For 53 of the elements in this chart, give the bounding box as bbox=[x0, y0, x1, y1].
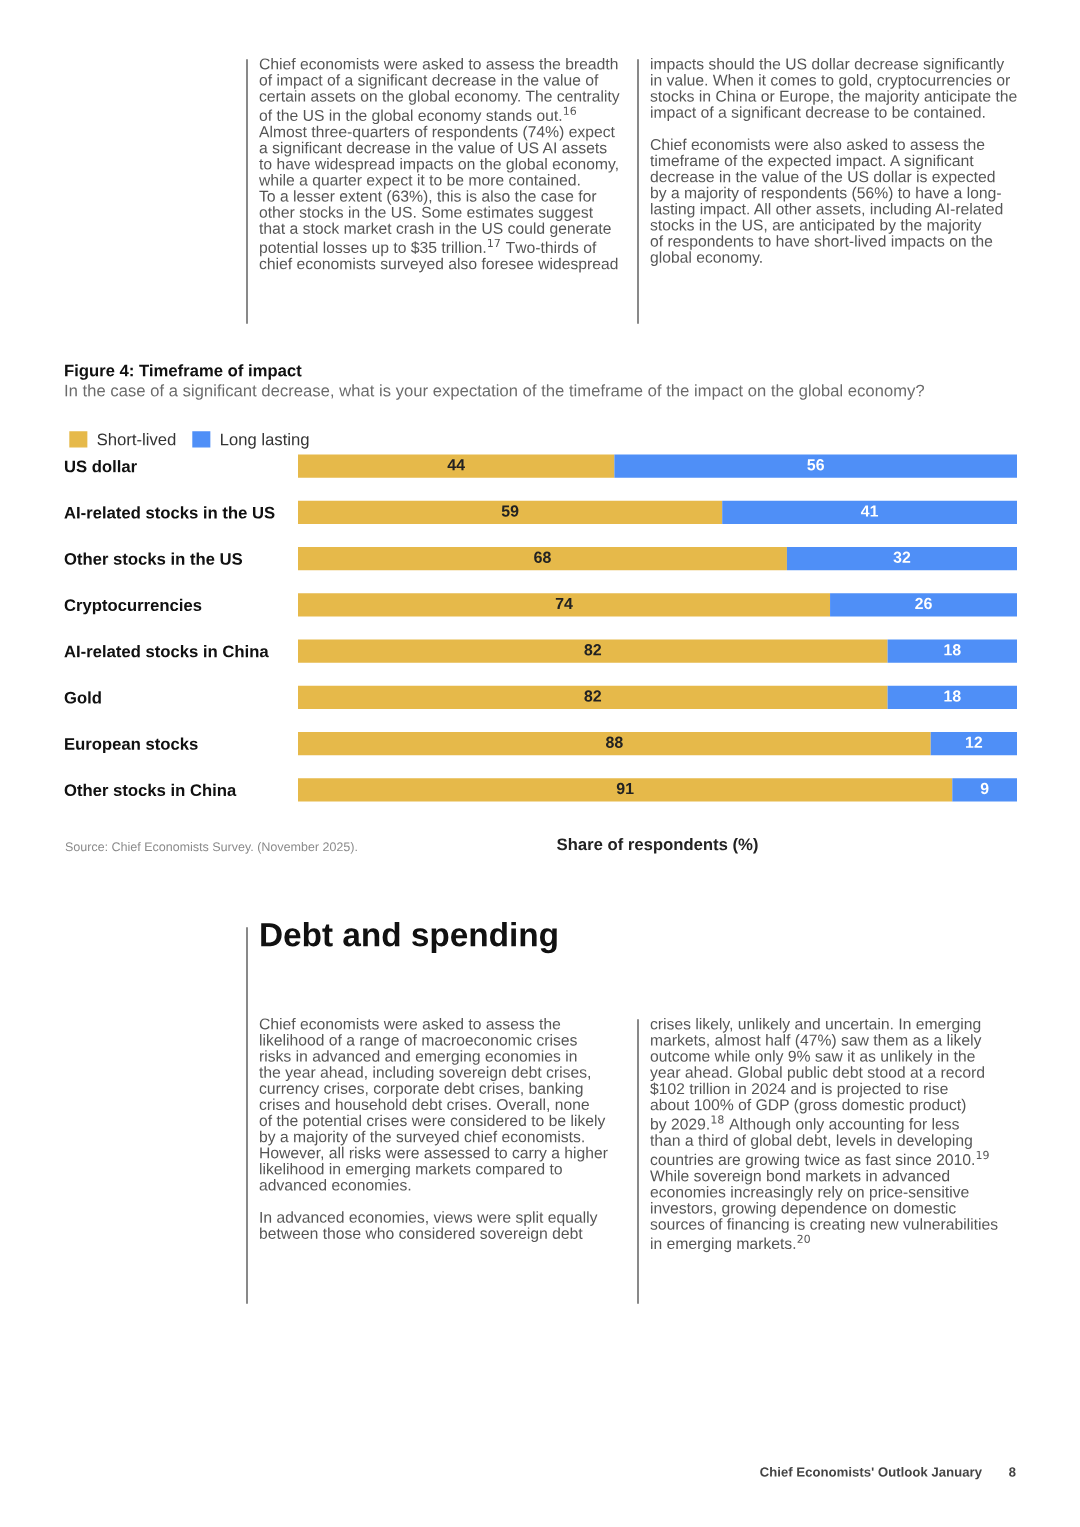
text: crises likely, unlikely and uncertain. In emerging markets, almost half (47%) saw them as a likely outcome while only 9% saw it as unlikely in the year ahead. Global public debt stood at a record $102 trillion in 2024 and is projected to rise about 100% of GDP (gross domestic product) by 2029.$^{18}$ Although only accounting for less than a third of global debt, levels in developing countries are growing twice as fast since 2010.$^{19}$ While sovereign bond markets in advanced economies increasingly rely on price-sensitive investors, growing dependence on domestic sources of financing is creating new vulnerabilities in emerging markets.$^{20}$ bbox=[650, 1018, 998, 1253]
chart-subtitle: In the case of a significant decrease, what is your expectation of the timeframe of the impact on the global economy? bbox=[65, 384, 925, 400]
bar bbox=[298, 454, 615, 478]
data-label: 26 bbox=[915, 597, 932, 610]
bar bbox=[298, 593, 831, 617]
x-axis-title: Share of respondents (%) bbox=[557, 838, 758, 854]
bar bbox=[786, 547, 1017, 571]
bar bbox=[887, 639, 1017, 663]
bar bbox=[298, 778, 953, 802]
bar bbox=[830, 593, 1017, 617]
text: 8 bbox=[1009, 1467, 1016, 1477]
data-label: 12 bbox=[965, 736, 983, 748]
y-tick-label: AI-related stocks in the US bbox=[64, 506, 275, 519]
data-label: 91 bbox=[616, 782, 634, 795]
bar bbox=[298, 639, 888, 663]
data-label: 18 bbox=[944, 690, 961, 702]
data-label: 88 bbox=[605, 736, 623, 748]
data-label: 18 bbox=[944, 644, 961, 656]
data-label: 82 bbox=[584, 690, 602, 702]
y-tick-label: Other stocks in the US bbox=[64, 552, 243, 565]
y-tick-label: Other stocks in China bbox=[64, 783, 237, 797]
bar bbox=[614, 454, 1017, 478]
source-note: Source: Chief Economists Survey. (November 2025). bbox=[65, 842, 357, 854]
bar bbox=[952, 778, 1017, 802]
bar bbox=[298, 732, 931, 756]
data-label: 82 bbox=[584, 644, 602, 656]
text: Chief economists were asked to assess the likelihood of a range of macroeconomic crises risks in advanced and emerging economies in the year ahead, including sovereign debt crises, currency crises, corporate debt crises, banking crises and household debt crises. Overall, none of the potential crises were considered to be likely by a majority of the surveyed chief economists. However, all risks were assessed to carry a higher likelihood in emerging markets compared to advanced economies. In advanced economies, views were split equally between those who considered sovereign debt bbox=[259, 1018, 608, 1243]
y-tick-label: European stocks bbox=[65, 737, 198, 754]
text: impacts should the US dollar decrease significantly in value. When it comes to gold, cryptocurrencies or stocks in China or Europe, the majority anticipate the impact of a significant decrease to be contained. Chief economists were also asked to assess the timeframe of the expected impact. A significant decrease in the value of the US dollar is expected by a majority of respondents (56%) to have a long- lasting impact. All other assets, including AI-related stocks in the US, are anticipated by the majority of respondents to have short-lived impacts on the global economy. bbox=[650, 58, 1017, 266]
legend-label: Long lasting bbox=[221, 433, 309, 449]
bar bbox=[298, 500, 723, 524]
bar bbox=[722, 500, 1017, 524]
data-label: 9 bbox=[980, 782, 989, 795]
text: Debt and spending bbox=[261, 922, 557, 954]
text: Chief economists were asked to assess the breadth of impact of a significant decrease in the value of certain assets on the global economy. The centrality of the US in the global economy stands out.$^{16}$ Almost three-quarters of respondents (74%) expect a significant decrease in the value of US AI assets to have widespread impacts on the global economy, while a quarter expect it to be more contained. To a lesser extent (63%), this is also the case for other stocks in the US. Some estimates suggest that a stock market crash in the US could generate potential losses up to $35 trillion.$^{17}$ Two-thirds of chief economists surveyed also foresee widespread bbox=[258, 58, 620, 273]
y-tick-label: Gold bbox=[64, 691, 101, 704]
data-label: 68 bbox=[534, 551, 551, 563]
bar bbox=[887, 685, 1017, 709]
data-label: 56 bbox=[807, 459, 824, 471]
y-tick-label: Cryptocurrencies bbox=[64, 598, 202, 615]
y-tick-label: US dollar bbox=[64, 460, 137, 473]
legend-label: Short-lived bbox=[97, 433, 176, 446]
y-tick-label: AI-related stocks in China bbox=[64, 645, 269, 658]
bar bbox=[298, 547, 787, 571]
bar bbox=[298, 685, 888, 709]
data-label: 41 bbox=[860, 505, 879, 517]
data-label: 32 bbox=[893, 551, 911, 563]
data-label: 74 bbox=[555, 598, 573, 610]
data-label: 44 bbox=[447, 459, 465, 471]
bar bbox=[930, 732, 1017, 756]
data-label: 59 bbox=[501, 505, 519, 517]
text: Chief Economists' Outlook January bbox=[760, 1467, 982, 1480]
chart-title: Figure 4: Timeframe of impact bbox=[65, 364, 302, 380]
